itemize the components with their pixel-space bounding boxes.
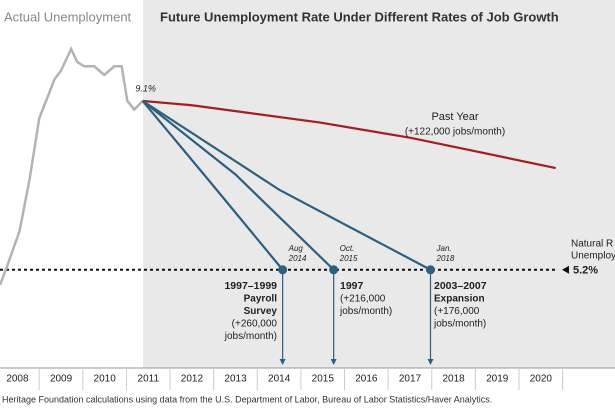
x-tick-label: 2013 xyxy=(224,374,247,385)
series-line xyxy=(141,100,335,271)
series-note: (+216,000 xyxy=(340,294,386,305)
reference-label: 5.2% xyxy=(573,265,598,277)
series-note: Expansion xyxy=(434,294,485,305)
series-label: 2003–2007 xyxy=(434,280,487,292)
projection-panel xyxy=(143,0,615,368)
x-tick-label: 2012 xyxy=(181,374,204,385)
series-note: (+176,000 xyxy=(434,306,480,317)
target-point xyxy=(426,265,435,275)
source: Heritage Foundation calculations using d… xyxy=(2,394,492,404)
x-tick-label: 2019 xyxy=(486,374,509,385)
target-label: Jan. xyxy=(436,244,452,253)
chart-title: Future Unemployment Rate Under Different… xyxy=(160,9,559,24)
series-note: (+122,000 jobs/month) xyxy=(405,127,505,138)
target-label: 2015 xyxy=(339,254,358,263)
target-point xyxy=(329,265,339,275)
series-label: 1997–1999 xyxy=(224,280,277,292)
drop-arrow-head xyxy=(279,359,286,365)
series-line xyxy=(0,46,144,286)
reference-name: Unemploy xyxy=(571,250,615,261)
x-tick-label: 2009 xyxy=(50,374,73,385)
target-point xyxy=(278,265,288,275)
x-tick-label: 2014 xyxy=(268,374,291,385)
x-tick-label: 2008 xyxy=(6,374,29,385)
series-label: Past Year xyxy=(431,111,478,123)
x-tick-label: 2017 xyxy=(399,374,422,385)
series-note: jobs/month) xyxy=(224,331,277,342)
target-label: Oct. xyxy=(340,244,355,253)
target-label: 2018 xyxy=(436,254,455,263)
x-tick-label: 2015 xyxy=(312,374,335,385)
reference-name: Natural R xyxy=(571,238,613,249)
x-tick-label: 2011 xyxy=(138,374,160,385)
target-label: Aug xyxy=(288,244,304,253)
x-tick-label: 2016 xyxy=(355,374,378,385)
series-line xyxy=(142,99,556,170)
series-note: jobs/month) xyxy=(339,306,392,317)
series-note: Survey xyxy=(244,306,278,317)
series-line xyxy=(141,100,284,271)
start-label: 9.1% xyxy=(135,83,156,93)
series-line xyxy=(142,99,432,271)
reference-pointer xyxy=(562,265,569,274)
drop-arrow-head xyxy=(427,359,434,365)
left-title: Actual Unemployment xyxy=(4,9,132,24)
series-note: jobs/month) xyxy=(433,319,486,330)
series-label: 1997 xyxy=(340,280,364,292)
x-tick-label: 2020 xyxy=(530,374,553,385)
series-note: Payroll xyxy=(244,294,278,305)
x-tick-label: 2010 xyxy=(94,374,117,385)
target-label: 2014 xyxy=(288,254,307,263)
drop-arrow-head xyxy=(330,359,337,365)
series-note: (+260,000 xyxy=(232,319,278,330)
x-tick-label: 2018 xyxy=(442,374,465,385)
